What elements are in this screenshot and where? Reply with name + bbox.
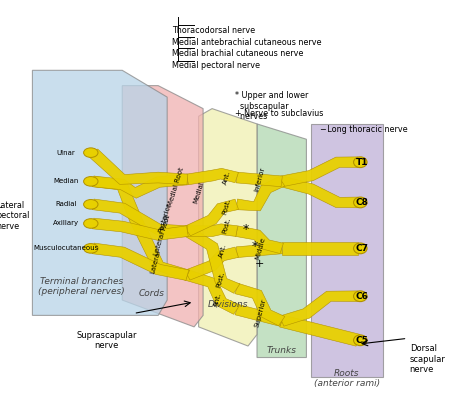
Polygon shape [92,218,188,240]
Text: Cords: Cords [138,288,164,298]
Text: Trunks: Trunks [267,346,297,355]
Text: Post.: Post. [216,270,226,288]
Polygon shape [184,227,240,293]
Polygon shape [122,86,203,327]
Polygon shape [89,149,188,185]
Text: Superior: Superior [254,298,267,329]
Text: Ant.: Ant. [222,170,231,185]
Text: Medial: Medial [192,181,205,205]
Text: Middle: Middle [255,237,266,260]
Ellipse shape [83,148,98,158]
Polygon shape [185,247,238,280]
Text: ─ Long thoracic nerve: ─ Long thoracic nerve [320,125,408,134]
Text: Lateral: Lateral [150,249,162,274]
Polygon shape [280,176,358,208]
Text: Lateral Root: Lateral Root [154,214,172,256]
Text: Inferior: Inferior [253,167,265,193]
Text: C7: C7 [355,244,368,253]
Text: *: * [243,223,249,236]
Ellipse shape [354,157,367,167]
Ellipse shape [83,219,98,228]
Text: C6: C6 [355,292,368,301]
Text: Medial pectoral nerve: Medial pectoral nerve [172,61,260,70]
Text: Musculocutaneous: Musculocutaneous [34,245,99,252]
Polygon shape [187,224,237,237]
Text: Thoracodorsal nerve: Thoracodorsal nerve [172,26,255,35]
Text: T1: T1 [356,158,368,167]
Text: Ant.: Ant. [219,242,228,258]
Polygon shape [184,199,238,236]
Ellipse shape [354,243,367,254]
Polygon shape [236,172,283,187]
Polygon shape [92,199,188,237]
Text: Medial Root: Medial Root [167,167,185,208]
Text: Lateral
pectoral
nerve: Lateral pectoral nerve [0,201,30,231]
Polygon shape [282,242,358,255]
Polygon shape [236,243,283,257]
Text: * Upper and lower
  subscapular
  nerves: * Upper and lower subscapular nerves [235,92,308,121]
Text: Medial brachial cutaneous nerve: Medial brachial cutaneous nerve [172,49,303,58]
Text: Axillary: Axillary [53,220,79,226]
Polygon shape [280,157,358,187]
Text: Posterior: Posterior [157,202,172,233]
Text: + Nerve to subclavius: + Nerve to subclavius [235,108,323,118]
Polygon shape [235,283,285,326]
Text: Radial: Radial [55,201,77,208]
Polygon shape [236,177,285,211]
Polygon shape [311,124,383,376]
Ellipse shape [354,335,367,345]
Text: Ant.: Ant. [213,292,222,308]
Text: Suprascapular
nerve: Suprascapular nerve [76,331,137,350]
Text: Divisions: Divisions [208,300,248,309]
Text: Roots
(anterior rami): Roots (anterior rami) [314,369,380,388]
Polygon shape [199,108,257,346]
Polygon shape [92,174,188,198]
Ellipse shape [83,176,98,186]
Polygon shape [257,124,306,358]
Ellipse shape [83,200,98,209]
Polygon shape [92,176,190,280]
Text: Dorsal
scapular
nerve: Dorsal scapular nerve [410,344,446,374]
Polygon shape [280,315,360,346]
Polygon shape [185,270,240,314]
Text: Post.: Post. [221,217,231,234]
Text: *: * [252,240,258,253]
Text: Medial antebrachial cutaneous nerve: Medial antebrachial cutaneous nerve [172,38,321,47]
Polygon shape [32,70,167,316]
Text: Ulnar: Ulnar [57,150,75,156]
Text: Post.: Post. [221,197,231,215]
Text: C8: C8 [355,198,368,207]
Text: Median: Median [54,178,79,184]
Polygon shape [236,226,283,253]
Ellipse shape [83,244,98,253]
Text: +: + [255,259,264,269]
Polygon shape [235,305,283,326]
Text: Terminal branches
(peripheral nerves): Terminal branches (peripheral nerves) [38,277,125,296]
Ellipse shape [354,197,367,208]
Text: C5: C5 [355,336,368,345]
Polygon shape [92,243,189,280]
Polygon shape [186,168,238,185]
Polygon shape [280,291,358,326]
Ellipse shape [354,291,367,301]
